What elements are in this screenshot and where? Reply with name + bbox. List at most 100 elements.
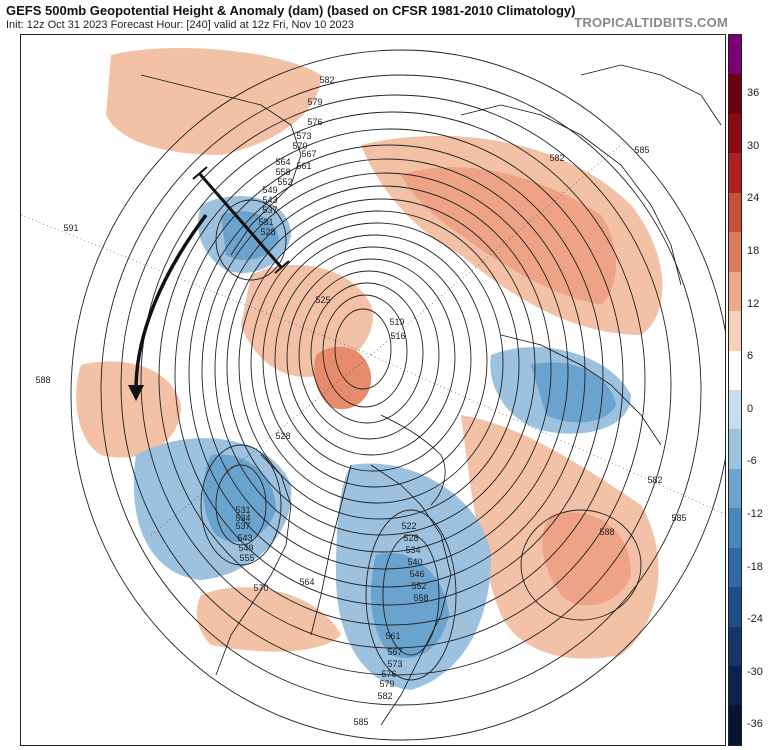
coastline xyxy=(140,74,302,256)
contour-label: 528 xyxy=(275,431,290,441)
contour-label: 567 xyxy=(387,647,402,657)
contour-line xyxy=(520,509,642,621)
contour-line xyxy=(286,258,456,456)
curved-flow-arrow-icon xyxy=(134,213,208,391)
contour-line xyxy=(310,282,424,424)
contour-label: 534 xyxy=(235,513,250,523)
negative-anomaly-areas xyxy=(133,196,631,690)
colorbar-segment xyxy=(729,468,741,509)
contour-label: 537 xyxy=(235,521,250,531)
colorbar-segment xyxy=(729,705,741,745)
contour-label: 516 xyxy=(390,331,405,341)
anomaly-blob xyxy=(401,167,616,305)
contour-line xyxy=(262,234,488,488)
header: GEFS 500mb Geopotential Height & Anomaly… xyxy=(0,0,768,34)
contour-label: 558 xyxy=(275,167,290,177)
colorbar-segment xyxy=(729,153,741,193)
coastline xyxy=(580,64,722,126)
annotations xyxy=(128,166,290,401)
trough-axis-tick xyxy=(274,260,290,274)
anomaly-blob xyxy=(371,553,449,659)
contour-label: 546 xyxy=(409,569,424,579)
contour-label: 564 xyxy=(299,577,314,587)
colorbar-tick-label: -12 xyxy=(747,507,763,520)
contour-label: 570 xyxy=(292,141,307,151)
contour-line xyxy=(188,158,586,588)
map-panel: 582 579 576 573 570 567 564 561 558 552 … xyxy=(20,34,726,746)
colorbar-tick-label: 36 xyxy=(747,87,760,100)
contour-line xyxy=(201,172,569,570)
contour-label: 585 xyxy=(671,513,686,523)
anomaly-blob xyxy=(106,47,321,155)
contour-label: 531 xyxy=(258,217,273,227)
contour-label: 570 xyxy=(253,583,268,593)
contour-label: 573 xyxy=(387,659,402,669)
contour-label: 573 xyxy=(296,131,311,141)
anomaly-blob xyxy=(196,587,341,652)
contour-line xyxy=(365,509,457,681)
contour-label: 582 xyxy=(377,691,392,701)
colorbar-segment xyxy=(729,626,741,666)
height-contours xyxy=(70,49,725,741)
colorbar-tick-label: -18 xyxy=(747,560,763,573)
arrowhead-icon xyxy=(128,385,144,401)
brand-watermark: TROPICALTIDBITS.COM xyxy=(574,15,728,30)
chart-subtitle: Init: 12z Oct 31 2023 Forecast Hour: [24… xyxy=(6,19,354,31)
contour-label: 555 xyxy=(239,553,254,563)
contour-line xyxy=(382,534,440,656)
contour-label: 549 xyxy=(262,185,277,195)
contour-line xyxy=(238,210,520,520)
contour-label: 567 xyxy=(301,149,316,159)
colorbar-tick-label: -6 xyxy=(747,455,757,468)
contour-label: 549 xyxy=(238,543,253,553)
anomaly-blob xyxy=(542,512,631,606)
contour-line xyxy=(215,199,287,281)
contour-label: 582 xyxy=(319,75,334,85)
contour-label: 579 xyxy=(379,679,394,689)
colorbar-segment xyxy=(729,311,741,351)
graticule-line xyxy=(150,354,372,536)
contour-label: 579 xyxy=(307,97,322,107)
contour-line xyxy=(250,222,504,504)
colorbar-tick-label: 12 xyxy=(747,297,760,310)
contour-line xyxy=(70,49,725,741)
graticule-line xyxy=(21,214,372,356)
colorbar-segment xyxy=(729,271,741,312)
chart-title: GEFS 500mb Geopotential Height & Anomaly… xyxy=(6,3,576,18)
contour-label: 585 xyxy=(634,145,649,155)
contour-label: 543 xyxy=(262,195,277,205)
contour-line xyxy=(214,185,552,553)
contour-line xyxy=(226,198,536,536)
contour-line xyxy=(140,111,646,649)
contour-label: 534 xyxy=(405,545,420,555)
colorbar-tick-label: 18 xyxy=(747,244,760,257)
contour-label: 561 xyxy=(296,161,311,171)
contour-line xyxy=(322,294,408,408)
contour-label: 588 xyxy=(35,375,50,385)
contour-label: 561 xyxy=(385,631,400,641)
contour-label: 537 xyxy=(262,205,277,215)
contour-label: 588 xyxy=(599,527,614,537)
coastlines xyxy=(140,64,722,726)
coastline xyxy=(460,104,682,286)
colorbar-segment xyxy=(729,35,741,75)
contour-label: 552 xyxy=(277,177,292,187)
coastline xyxy=(500,334,662,446)
contour-label: 585 xyxy=(353,717,368,727)
contour-label: 582 xyxy=(549,153,564,163)
contour-label: 528 xyxy=(403,533,418,543)
contour-label: 543 xyxy=(237,533,252,543)
contour-label: 540 xyxy=(407,557,422,567)
colorbar-segment xyxy=(729,350,741,390)
colorbar-segment xyxy=(729,508,741,548)
contour-label: 552 xyxy=(411,581,426,591)
colorbar-tick-label: 6 xyxy=(747,350,754,363)
anomaly-blob xyxy=(76,361,181,458)
contour-label: 591 xyxy=(63,223,78,233)
coastline xyxy=(310,464,352,636)
contour-label: 525 xyxy=(315,295,330,305)
colorbar-tick-label: -30 xyxy=(747,665,763,678)
contour-label: 519 xyxy=(389,317,404,327)
trough-axis-line-icon xyxy=(197,172,283,268)
contour-label: 564 xyxy=(275,157,290,167)
